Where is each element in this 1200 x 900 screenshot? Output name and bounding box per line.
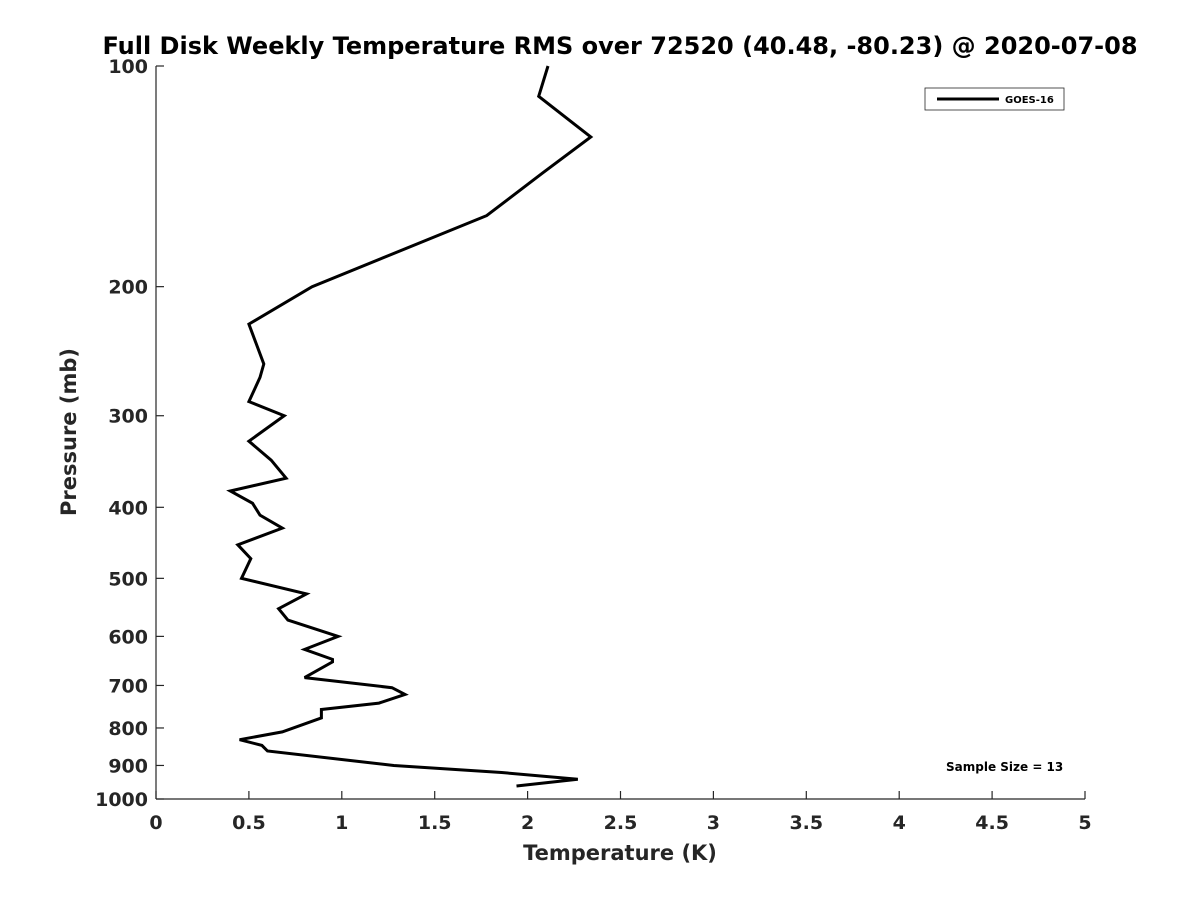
legend: GOES-16	[924, 87, 1065, 111]
x-tick-label: 2.5	[604, 812, 638, 834]
series-group	[226, 65, 594, 788]
y-tick-label: 800	[108, 718, 148, 740]
x-tick-label: 1.5	[418, 812, 452, 834]
x-tick-label: 2	[521, 812, 534, 834]
legend-entry-goes-16: GOES-16	[1005, 95, 1054, 106]
x-tick-label: 4	[893, 812, 906, 834]
y-tick-label: 400	[108, 497, 148, 519]
y-tick-label: 600	[108, 626, 148, 648]
y-ticks: 100 200 300 400 500 600 700 800 900 1000	[95, 56, 164, 811]
x-ticks: 0 0.5 1 1.5 2 2.5 3 3.5 4 4.5 5	[149, 791, 1092, 834]
x-tick-label: 4.5	[975, 812, 1009, 834]
y-axis-label: Pressure (mb)	[57, 348, 81, 516]
x-tick-label: 3.5	[789, 812, 823, 834]
x-tick-label: 5	[1078, 812, 1091, 834]
series-line-goes-16	[226, 65, 594, 788]
y-tick-label: 500	[108, 568, 148, 590]
y-tick-label: 700	[108, 675, 148, 697]
x-tick-label: 0.5	[232, 812, 266, 834]
y-tick-label: 1000	[95, 789, 148, 811]
x-tick-label: 0	[149, 812, 162, 834]
chart-title: Full Disk Weekly Temperature RMS over 72…	[102, 32, 1137, 60]
y-tick-label: 300	[108, 406, 148, 428]
y-tick-label: 200	[108, 277, 148, 299]
x-tick-label: 3	[707, 812, 720, 834]
sample-size-annotation: Sample Size = 13	[946, 760, 1063, 774]
y-tick-label: 100	[108, 56, 148, 78]
y-tick-label: 900	[108, 755, 148, 777]
x-axis-label: Temperature (K)	[523, 841, 717, 865]
x-tick-label: 1	[335, 812, 348, 834]
